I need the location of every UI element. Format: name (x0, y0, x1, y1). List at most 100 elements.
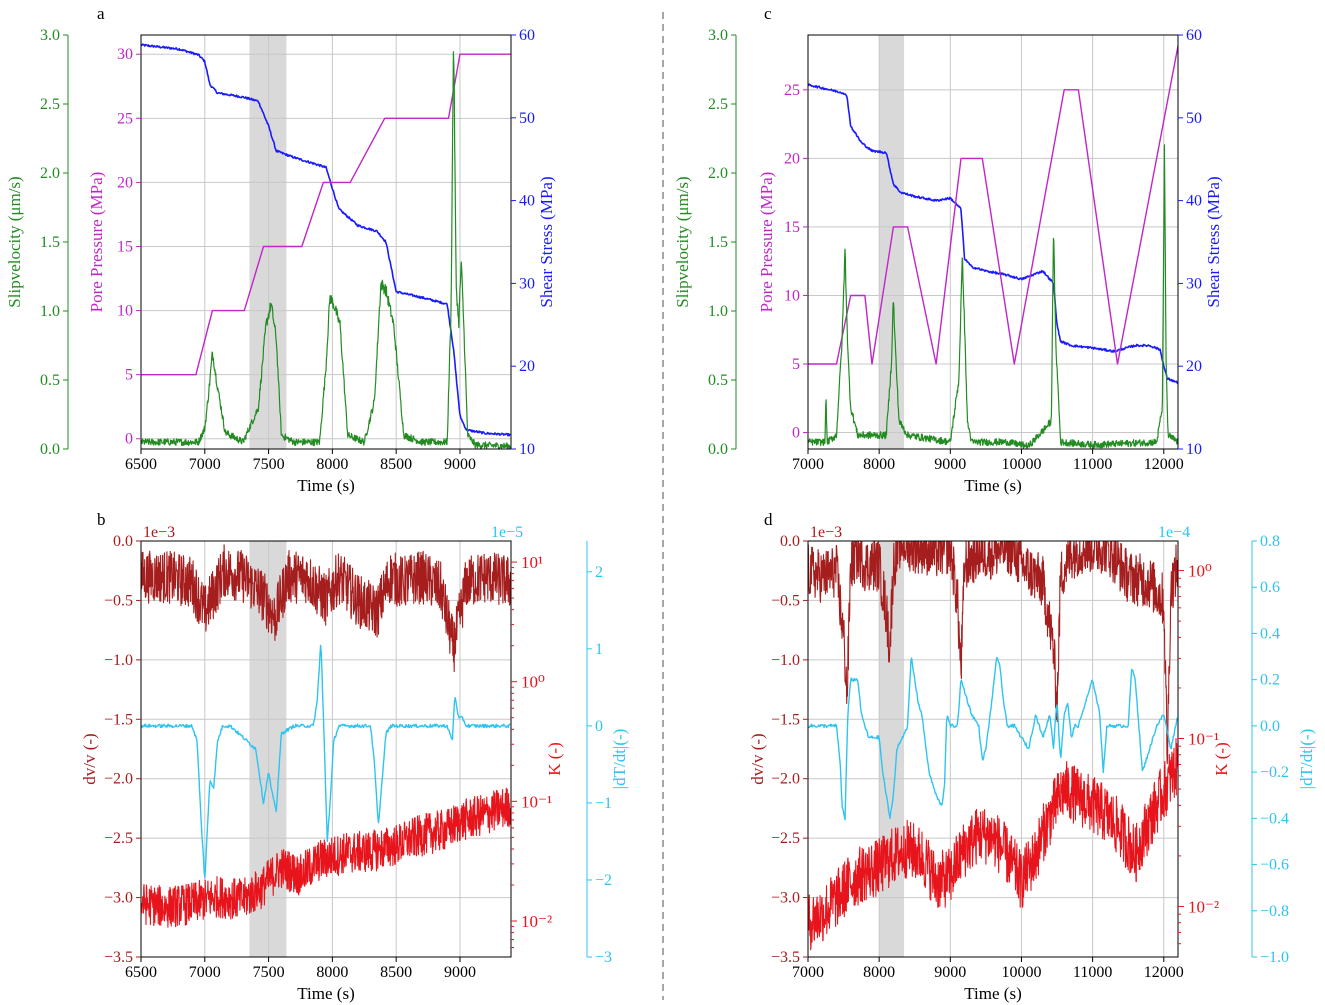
pore-pressure-axis-label: Pore Pressure (MPa) (757, 172, 776, 313)
dtdt-axis-label: |dT/dt|(-) (1297, 729, 1316, 790)
shear-stress-axis-label: Shear Stress (MPa) (537, 176, 556, 307)
pore-pressure-axis-tick-label: 15 (117, 238, 133, 255)
shear-stress-axis-tick-label: 30 (1186, 275, 1202, 292)
dtdt-line (807, 656, 1178, 821)
shear-stress-axis-tick-label: 10 (1186, 441, 1202, 458)
shear-stress-axis-tick-label: 10 (519, 441, 535, 458)
shear-stress-axis-tick-label: 40 (1186, 193, 1202, 210)
plot-frame (807, 540, 1179, 958)
dtdt-axis-tick-label: 2 (595, 564, 603, 581)
dtdt-axis-tick-label: −2 (595, 872, 612, 889)
x-tick-label: 8000 (863, 456, 895, 473)
slipvelocity-axis-label: Slipvelocity (μm/s) (673, 176, 692, 307)
dvv-axis-tick-label: −2.0 (771, 771, 800, 788)
slipvelocity-axis-tick-label: 2.0 (40, 165, 60, 182)
slipvelocity-axis-tick-label: 1.0 (708, 303, 728, 320)
panel-label: c (764, 4, 772, 23)
x-tick-label: 8000 (316, 964, 348, 981)
panel-label: d (764, 510, 773, 529)
x-tick-label: 12000 (1144, 964, 1184, 981)
slipvelocity-line (140, 51, 511, 450)
panel-label: a (97, 4, 105, 23)
pore-pressure-axis-tick-label: 0 (792, 425, 800, 442)
x-tick-label: 10000 (1001, 456, 1041, 473)
dtdt-axis-tick-label: −1 (595, 795, 612, 812)
x-tick-label: 7000 (189, 456, 221, 473)
shear-stress-axis-label: Shear Stress (MPa) (1204, 176, 1223, 307)
dvv-axis-tick-label: −0.5 (104, 592, 133, 609)
shear-stress-axis-tick-label: 20 (1186, 358, 1202, 375)
shear-stress-axis-tick-label: 30 (519, 275, 535, 292)
x-tick-label: 10000 (1001, 964, 1041, 981)
pore-pressure-axis-tick-label: 25 (117, 110, 133, 127)
pore-pressure-axis-label: Pore Pressure (MPa) (87, 172, 106, 313)
slipvelocity-line (807, 144, 1179, 450)
plot-frame (140, 540, 512, 958)
x-tick-label: 11000 (1073, 456, 1112, 473)
dvv-axis-tick-label: −1.5 (771, 711, 800, 728)
k-line (807, 737, 1179, 951)
pore-pressure-axis-tick-label: 25 (784, 82, 800, 99)
dtdt-axis-tick-label: 0.6 (1260, 579, 1280, 596)
dvv-line (807, 540, 1179, 765)
shear-stress-axis-tick-label: 50 (1186, 110, 1202, 127)
dvv-axis-tick-label: −3.0 (771, 890, 800, 907)
panel-label: b (97, 510, 106, 529)
slipvelocity-axis-tick-label: 0.5 (708, 372, 728, 389)
k-axis-tick-label: 10⁰ (521, 673, 545, 692)
x-tick-label: 9000 (934, 456, 966, 473)
dtdt-axis-tick-label: 0.0 (1260, 718, 1280, 735)
dtdt-axis-tick-label: 1 (595, 641, 603, 658)
shear-stress-axis-tick-label: 60 (1186, 27, 1202, 44)
x-tick-label: 12000 (1144, 456, 1184, 473)
dtdt-line (140, 644, 511, 879)
x-axis-label: Time (s) (297, 984, 354, 1003)
panel-c: 7000 8000 9000 10000 11000 12000 Time (s) 0.0 0.… (673, 4, 1223, 495)
pore-pressure-axis-tick-label: 30 (117, 46, 133, 63)
pore-pressure-line (808, 45, 1179, 365)
shear-stress-axis-tick-label: 40 (519, 193, 535, 210)
pore-pressure-axis-tick-label: 5 (792, 356, 800, 373)
plot-frame (807, 34, 1179, 450)
dvv-axis-label: dv/v (-) (80, 733, 99, 784)
slipvelocity-axis-tick-label: 2.5 (708, 96, 728, 113)
dvv-axis-label: dv/v (-) (748, 733, 767, 784)
dtdt-axis-tick-label: −3 (595, 949, 612, 966)
dvv-axis-tick-label: −0.5 (771, 592, 800, 609)
x-tick-label: 8000 (863, 964, 895, 981)
dtdt-axis-tick-label: −1.0 (1260, 949, 1289, 966)
dvv-axis-tick-label: −2.0 (104, 771, 133, 788)
slipvelocity-axis-label: Slipvelocity (μm/s) (5, 176, 24, 307)
x-tick-label: 9000 (444, 456, 476, 473)
dtdt-axis-label: |dT/dt|(-) (610, 729, 629, 790)
shear-stress-axis-tick-label: 50 (519, 110, 535, 127)
pore-pressure-axis-tick-label: 10 (117, 303, 133, 320)
k-axis-tick-label: 10⁻¹ (521, 792, 552, 811)
dvv-multiplier: 1e−3 (810, 524, 842, 541)
pore-pressure-axis-tick-label: 10 (784, 287, 800, 304)
dvv-line (140, 544, 511, 673)
k-line (140, 787, 512, 928)
shear-stress-axis-tick-label: 60 (519, 27, 535, 44)
slipvelocity-axis-tick-label: 1.0 (40, 303, 60, 320)
pore-pressure-line (141, 53, 511, 376)
x-axis-label: Time (s) (964, 476, 1021, 495)
k-axis-tick-label: 10⁻² (521, 912, 552, 931)
slipvelocity-axis-tick-label: 0.0 (40, 441, 60, 458)
k-axis-tick-label: 10⁻² (1188, 897, 1219, 916)
x-axis-label: Time (s) (964, 984, 1021, 1003)
panel-a: 6500 7000 7500 8000 8500 9000 Time (s) 0.0 0.5 1.… (5, 4, 556, 495)
slipvelocity-axis-tick-label: 1.5 (708, 234, 728, 251)
pore-pressure-axis-tick-label: 0 (125, 431, 133, 448)
slipvelocity-axis-tick-label: 0.0 (708, 441, 728, 458)
shear-stress-axis-tick-label: 20 (519, 358, 535, 375)
dtdt-axis-tick-label: −0.4 (1260, 810, 1289, 827)
dtdt-axis-tick-label: 0.4 (1260, 625, 1280, 642)
x-tick-label: 11000 (1073, 964, 1112, 981)
x-tick-label: 7000 (189, 964, 221, 981)
dtdt-multiplier: 1e−4 (1158, 524, 1190, 541)
x-tick-label: 7500 (253, 964, 285, 981)
slipvelocity-axis-tick-label: 2.0 (708, 165, 728, 182)
